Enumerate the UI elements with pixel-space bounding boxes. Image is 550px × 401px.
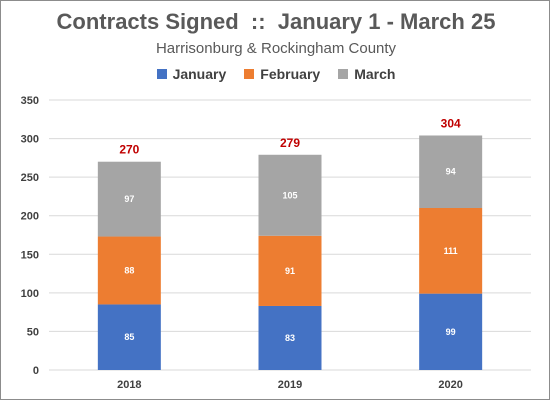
data-label-january-2019: 83 xyxy=(285,333,295,343)
y-tick-label-350: 350 xyxy=(21,95,39,107)
chart-title: Contracts Signed :: January 1 - March 25 xyxy=(56,9,496,34)
bar-february-2019 xyxy=(258,235,322,306)
chart-legend: January February March xyxy=(1,66,550,82)
bar-january-2019 xyxy=(258,305,322,370)
data-label-march-2018: 97 xyxy=(124,194,134,204)
y-tick-label-250: 250 xyxy=(21,172,39,184)
total-label-2018: 270 xyxy=(119,143,139,157)
y-tick-label-150: 150 xyxy=(21,249,39,261)
bar-march-2019 xyxy=(258,154,322,236)
y-tick-label-200: 200 xyxy=(21,211,39,223)
y-tick-label-50: 50 xyxy=(27,326,39,338)
legend-item-march: March xyxy=(338,66,395,82)
data-label-february-2020: 111 xyxy=(444,246,458,256)
x-tick-label-2019: 2019 xyxy=(278,379,302,391)
legend-label-january: January xyxy=(172,66,227,82)
legend-item-january: January xyxy=(156,66,227,82)
x-tick-label-2018: 2018 xyxy=(117,379,141,391)
bar-march-2018 xyxy=(97,161,161,237)
data-label-march-2020: 94 xyxy=(446,167,456,177)
legend-item-february: February xyxy=(244,66,320,82)
legend-swatch-february xyxy=(244,69,255,79)
bar-january-2018 xyxy=(97,304,161,370)
bar-february-2018 xyxy=(97,236,161,305)
total-label-2019: 279 xyxy=(280,136,300,150)
legend-swatch-january xyxy=(156,69,167,79)
data-label-february-2019: 91 xyxy=(285,266,295,276)
data-label-january-2020: 99 xyxy=(446,327,456,337)
y-tick-label-300: 300 xyxy=(21,134,39,146)
y-tick-label-0: 0 xyxy=(33,365,39,377)
bar-march-2020 xyxy=(419,135,483,208)
bar-february-2020 xyxy=(419,208,483,294)
x-tick-label-2020: 2020 xyxy=(438,379,462,391)
y-tick-label-100: 100 xyxy=(21,288,39,300)
total-label-2020: 304 xyxy=(441,116,461,130)
legend-swatch-march xyxy=(338,69,349,79)
data-label-february-2018: 88 xyxy=(124,265,134,275)
legend-label-february: February xyxy=(260,66,321,82)
data-label-march-2019: 105 xyxy=(282,190,297,200)
chart-subtitle: Harrisonburg & Rockingham County xyxy=(155,40,397,57)
legend-label-march: March xyxy=(354,66,396,82)
data-label-january-2018: 85 xyxy=(124,332,134,342)
bar-january-2020 xyxy=(419,293,483,370)
